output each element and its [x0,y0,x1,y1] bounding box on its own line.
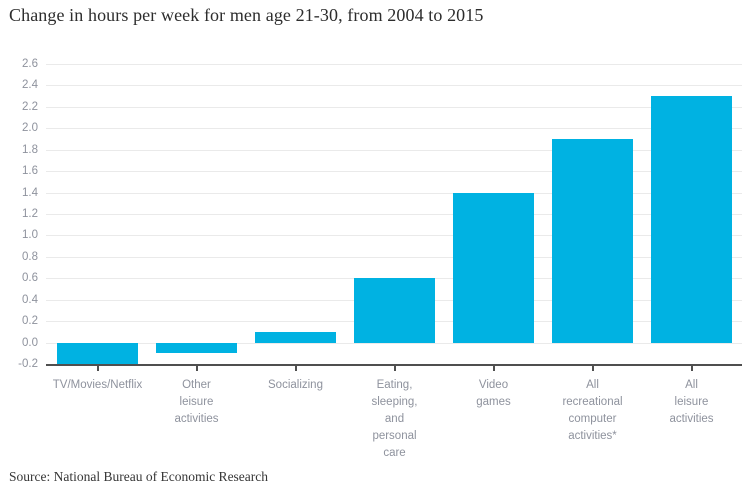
y-axis-tick-label: 0.8 [22,250,38,263]
x-axis-tick [96,365,99,371]
x-axis-tick [195,365,198,371]
gridline [46,106,742,108]
bar [552,139,633,343]
source-note: Source: National Bureau of Economic Rese… [9,469,269,484]
bar [57,342,138,364]
gridline [46,342,742,344]
gridline [46,128,742,130]
plot-area [46,64,742,371]
gridline [46,192,742,194]
gridline [46,64,742,65]
bar [255,331,336,343]
y-axis-tick-label: 1.6 [22,165,38,178]
x-axis-category-label: Other leisure activities [174,379,219,425]
gridline [46,235,742,237]
x-axis-category-label: Eating, sleeping, and personal care [371,379,418,459]
x-axis-tick [294,365,297,371]
gridline [46,149,742,151]
y-axis-tick-label: 2.6 [22,58,38,70]
gridline [46,256,742,258]
gridline [46,171,742,173]
gridline [46,214,742,215]
bar [651,96,732,343]
y-axis-tick-label: 2.0 [22,122,38,135]
x-axis-tick [393,365,396,371]
y-axis-tick-label: 1.2 [22,208,38,220]
y-axis-tick-label: 1.8 [22,143,38,156]
chart-title: Change in hours per week for men age 21-… [9,5,484,25]
x-axis-category-label: All recreational computer activities* [562,379,623,442]
x-axis-category-label: TV/Movies/Netflix [52,379,143,391]
x-axis-tick [591,365,594,371]
y-axis-tick-label: 2.2 [22,100,38,113]
x-axis-category-label: Socializing [268,379,323,391]
x-axis-tick [690,365,693,371]
x-axis-line [46,363,742,366]
x-axis-category-label: All leisure activities [669,379,714,425]
y-axis-tick-label: 0.4 [22,293,38,306]
y-axis-tick-label: 0.6 [22,272,38,285]
y-axis-tick-label: 1.0 [22,229,38,242]
y-axis-tick-label: 1.4 [22,186,38,199]
bar [453,192,534,343]
x-axis-tick [492,365,495,371]
bar [354,278,435,343]
y-axis-tick-label: -0.2 [18,358,38,370]
bar [156,342,237,354]
y-axis-tick-label: 2.4 [22,79,38,92]
x-axis-category-label: Video games [476,379,511,408]
y-axis-tick-label: 0.0 [22,336,38,349]
gridline [46,85,742,87]
y-axis-tick-label: 0.2 [22,315,38,328]
